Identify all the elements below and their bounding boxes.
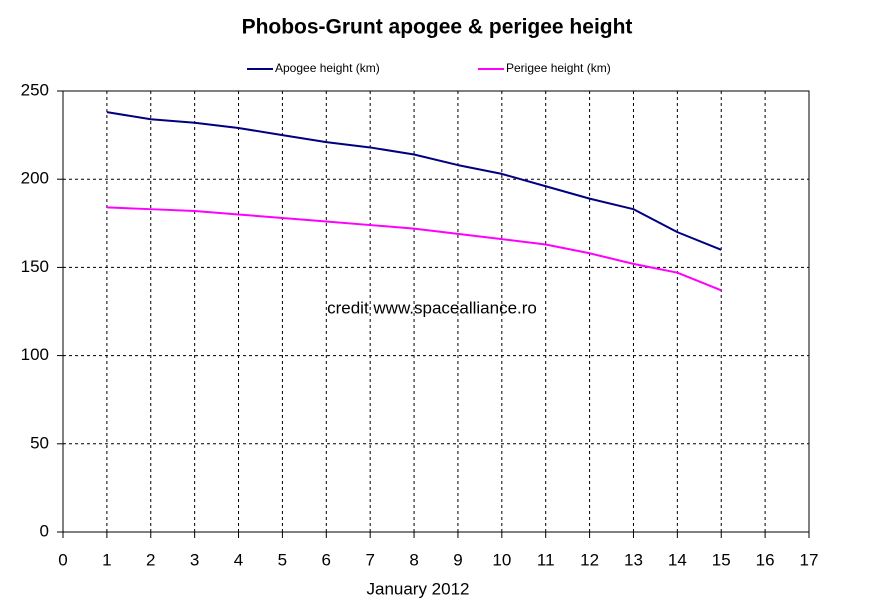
x-tick-label: 7 xyxy=(365,550,374,569)
x-tick-label: 13 xyxy=(624,550,643,569)
y-tick-label: 200 xyxy=(21,169,49,188)
y-tick-label: 100 xyxy=(21,345,49,364)
x-tick-label: 10 xyxy=(492,550,511,569)
y-tick-label: 50 xyxy=(30,433,49,452)
y-tick-label: 250 xyxy=(21,80,49,99)
x-tick-label: 15 xyxy=(712,550,731,569)
y-tick-label: 150 xyxy=(21,257,49,276)
x-tick-label: 4 xyxy=(234,550,243,569)
y-tick-label: 0 xyxy=(40,521,49,540)
series-line xyxy=(106,206,722,292)
annotation: credit www.spacealliance.ro xyxy=(327,298,537,317)
x-tick-label: 0 xyxy=(58,550,67,569)
legend-label: Apogee height (km) xyxy=(275,61,380,75)
chart-title: Phobos-Grunt apogee & perigee height xyxy=(242,16,633,39)
x-tick-label: 6 xyxy=(322,550,331,569)
x-axis-label: January 2012 xyxy=(366,579,469,598)
x-tick-label: 14 xyxy=(668,550,687,569)
series-line xyxy=(106,111,722,251)
x-tick-label: 5 xyxy=(278,550,287,569)
x-tick-label: 9 xyxy=(453,550,462,569)
plot-border xyxy=(62,90,810,533)
x-tick-label: 11 xyxy=(537,550,555,569)
x-tick-label: 12 xyxy=(580,550,599,569)
x-tick-label: 1 xyxy=(102,550,111,569)
x-tick-label: 2 xyxy=(146,550,155,569)
x-tick-label: 3 xyxy=(190,550,199,569)
legend-label: Perigee height (km) xyxy=(506,61,611,75)
x-tick-label: 17 xyxy=(800,550,819,569)
x-tick-label: 16 xyxy=(756,550,775,569)
x-tick-label: 8 xyxy=(409,550,418,569)
